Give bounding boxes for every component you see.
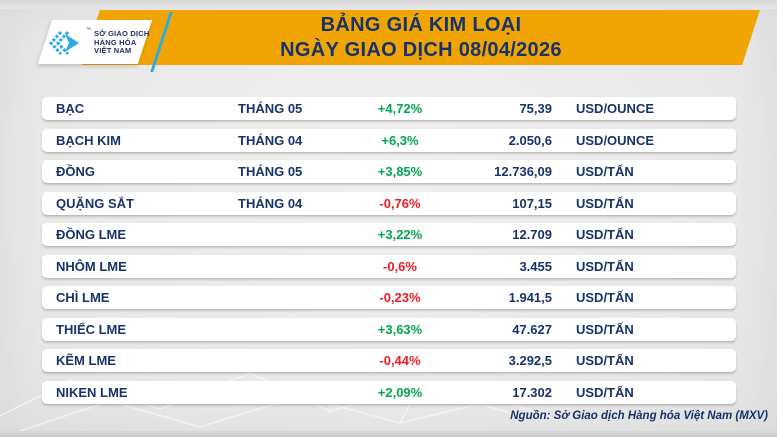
price-value: 17.302 bbox=[512, 384, 552, 400]
title-line-2: NGÀY GIAO DỊCH 08/04/2026 bbox=[280, 39, 562, 61]
contract-month: THÁNG 05 bbox=[238, 101, 303, 116]
page-title: BẢNG GIÁ KIM LOẠI NGÀY GIAO DỊCH 08/04/2… bbox=[91, 13, 751, 63]
commodity-name: BẠC bbox=[56, 101, 85, 116]
change-percent: +2,09% bbox=[377, 384, 423, 400]
logo-text: SỞ GIAO DỊCH HÀNG HÓA VIỆT NAM bbox=[94, 30, 149, 56]
commodity-name: NIKEN LME bbox=[56, 384, 128, 400]
price-unit: USD/TẤN bbox=[576, 384, 634, 400]
price-value: 12.709 bbox=[512, 227, 552, 242]
contract-month: THÁNG 04 bbox=[238, 195, 303, 211]
price-unit: USD/TẤN bbox=[576, 227, 634, 242]
mxv-logo: ™ SỞ GIAO DỊCH HÀNG HÓA VIỆT NAM bbox=[49, 25, 151, 61]
contract-month: THÁNG 05 bbox=[238, 164, 303, 179]
price-unit: USD/TẤN bbox=[576, 353, 634, 368]
change-percent: -0,44% bbox=[379, 353, 421, 368]
table-row: NIKEN LME +2,09% 17.302 USD/TẤN bbox=[42, 380, 736, 404]
table-row: CHÌ LME -0,23% 1.941,5 USD/TẤN bbox=[42, 286, 736, 309]
table-row: NHÔM LME -0,6% 3.455 USD/TẤN bbox=[42, 254, 736, 278]
price-value: 3.455 bbox=[519, 258, 552, 274]
change-percent: -0,6% bbox=[383, 258, 417, 274]
change-percent: +4,72% bbox=[377, 101, 423, 116]
price-value: 1.941,5 bbox=[508, 290, 552, 305]
change-percent: -0,76% bbox=[379, 195, 421, 211]
contract-month: THÁNG 04 bbox=[238, 132, 303, 148]
change-percent: +6,3% bbox=[381, 132, 419, 148]
price-value: 2.050,6 bbox=[508, 132, 552, 148]
change-percent: -0,23% bbox=[379, 290, 421, 305]
trademark-mark: ™ bbox=[86, 27, 91, 33]
commodity-name: CHÌ LME bbox=[56, 290, 110, 305]
table-row: BẠCH KIM THÁNG 04 +6,3% 2.050,6 USD/OUNC… bbox=[42, 128, 736, 152]
price-value: 12.736,09 bbox=[494, 164, 552, 179]
top-edge-strip bbox=[0, 0, 777, 9]
change-percent: +3,85% bbox=[377, 164, 423, 179]
table-row: QUẶNG SẮT THÁNG 04 -0,76% 107,15 USD/TẤN bbox=[42, 191, 736, 215]
table-row: BẠC THÁNG 05 +4,72% 75,39 USD/OUNCE bbox=[42, 97, 736, 120]
price-table: BẠC THÁNG 05 +4,72% 75,39 USD/OUNCE BẠCH… bbox=[42, 97, 736, 412]
price-unit: USD/TẤN bbox=[576, 164, 634, 179]
price-unit: USD/TẤN bbox=[576, 321, 634, 337]
commodity-name: QUẶNG SẮT bbox=[56, 195, 134, 211]
logo-text-line2: HÀNG HÓA bbox=[94, 37, 137, 47]
price-unit: USD/OUNCE bbox=[576, 101, 655, 116]
price-unit: USD/OUNCE bbox=[576, 132, 655, 148]
title-line-1: BẢNG GIÁ KIM LOẠI bbox=[320, 14, 522, 36]
price-value: 47.627 bbox=[512, 321, 552, 337]
price-unit: USD/TẤN bbox=[576, 195, 634, 211]
commodity-name: ĐỒNG LME bbox=[56, 227, 127, 242]
logo-text-line3: VIỆT NAM bbox=[94, 46, 132, 56]
bottom-edge-strip bbox=[0, 431, 777, 437]
commodity-name: KẼM LME bbox=[56, 353, 116, 368]
table-row: ĐỒNG LME +3,22% 12.709 USD/TẤN bbox=[42, 223, 736, 246]
price-value: 3.292,5 bbox=[508, 353, 552, 368]
price-unit: USD/TẤN bbox=[576, 258, 634, 274]
table-row: KẼM LME -0,44% 3.292,5 USD/TẤN bbox=[42, 349, 736, 372]
price-value: 107,15 bbox=[512, 195, 552, 211]
change-percent: +3,22% bbox=[377, 227, 423, 242]
mxv-chevron-icon bbox=[49, 30, 79, 56]
price-unit: USD/TẤN bbox=[576, 290, 634, 305]
table-row: THIẾC LME +3,63% 47.627 USD/TẤN bbox=[42, 317, 736, 341]
commodity-name: ĐỒNG bbox=[56, 164, 95, 179]
commodity-name: NHÔM LME bbox=[56, 258, 127, 274]
price-value: 75,39 bbox=[519, 101, 552, 116]
logo-text-line1: SỞ GIAO DỊCH bbox=[94, 29, 150, 39]
source-note: Nguồn: Sở Giao dịch Hàng hóa Việt Nam (M… bbox=[510, 410, 768, 422]
commodity-name: BẠCH KIM bbox=[56, 132, 121, 148]
table-row: ĐỒNG THÁNG 05 +3,85% 12.736,09 USD/TẤN bbox=[42, 160, 736, 183]
commodity-name: THIẾC LME bbox=[56, 321, 127, 337]
change-percent: +3,63% bbox=[377, 321, 423, 337]
